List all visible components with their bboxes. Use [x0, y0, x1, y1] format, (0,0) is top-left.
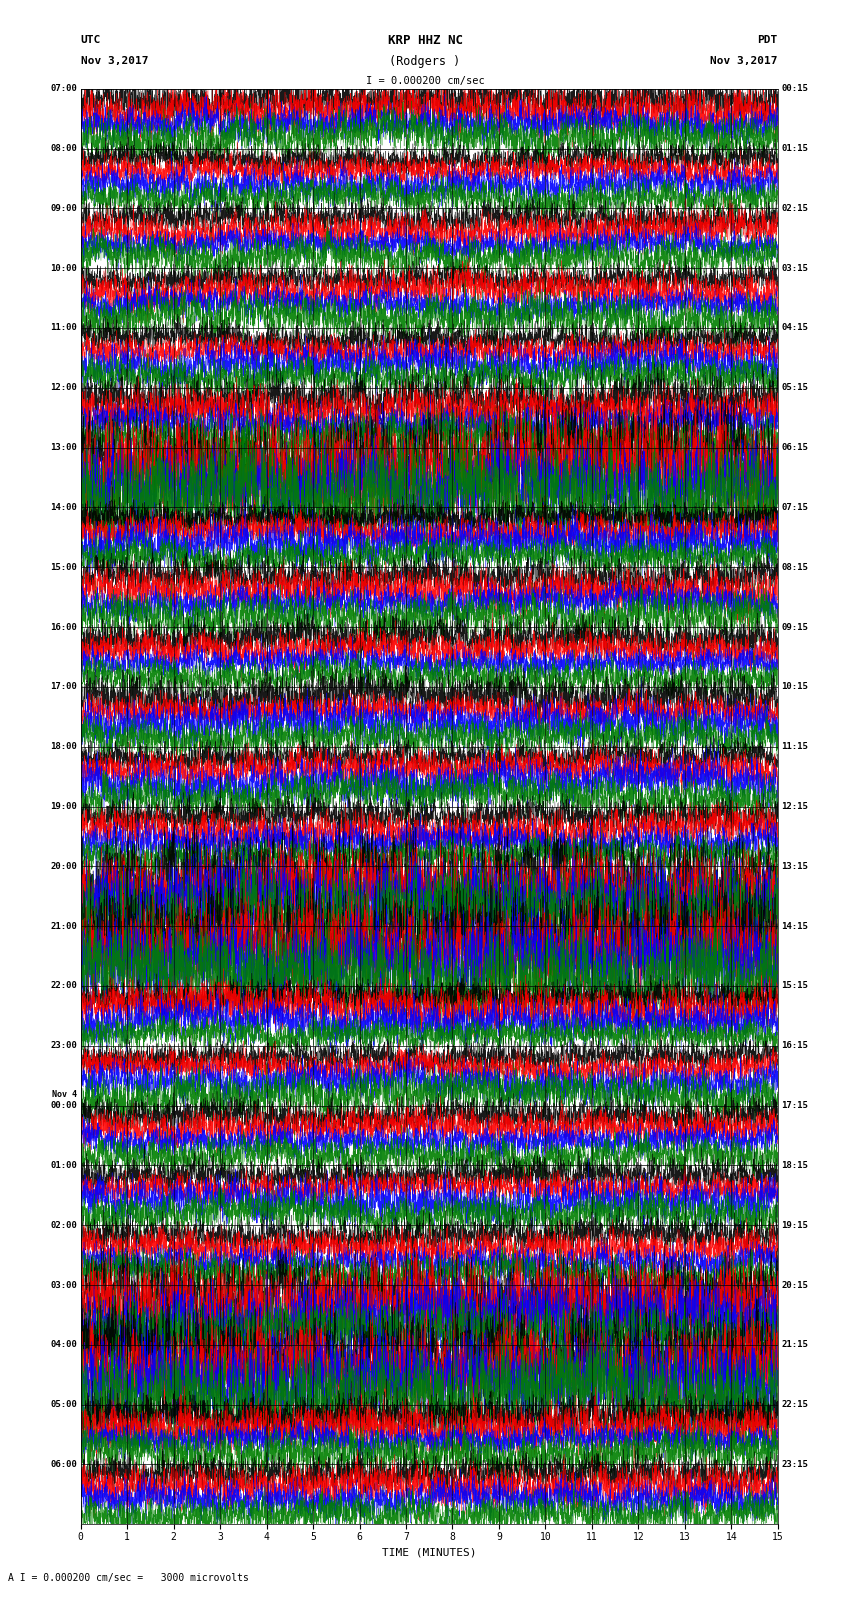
Text: PDT: PDT — [757, 35, 778, 45]
Text: 22:15: 22:15 — [781, 1400, 808, 1410]
Text: 09:00: 09:00 — [50, 203, 77, 213]
Text: 19:15: 19:15 — [781, 1221, 808, 1229]
Text: 08:00: 08:00 — [50, 144, 77, 153]
Text: 01:00: 01:00 — [50, 1161, 77, 1169]
Text: 11:00: 11:00 — [50, 324, 77, 332]
Text: 05:00: 05:00 — [50, 1400, 77, 1410]
Text: 16:00: 16:00 — [50, 623, 77, 632]
Text: 16:15: 16:15 — [781, 1042, 808, 1050]
Text: 13:00: 13:00 — [50, 444, 77, 452]
Text: 03:00: 03:00 — [50, 1281, 77, 1289]
Text: UTC: UTC — [81, 35, 101, 45]
Text: 12:15: 12:15 — [781, 802, 808, 811]
Text: 04:15: 04:15 — [781, 324, 808, 332]
Text: 15:15: 15:15 — [781, 981, 808, 990]
Text: 01:15: 01:15 — [781, 144, 808, 153]
Text: 15:00: 15:00 — [50, 563, 77, 571]
Text: 18:15: 18:15 — [781, 1161, 808, 1169]
Text: 04:00: 04:00 — [50, 1340, 77, 1350]
Text: 00:00: 00:00 — [50, 1102, 77, 1110]
Text: 20:15: 20:15 — [781, 1281, 808, 1289]
Text: I = 0.000200 cm/sec: I = 0.000200 cm/sec — [366, 76, 484, 85]
Text: Nov 3,2017: Nov 3,2017 — [711, 56, 778, 66]
Text: (Rodgers ): (Rodgers ) — [389, 55, 461, 68]
Text: 14:15: 14:15 — [781, 921, 808, 931]
Text: 03:15: 03:15 — [781, 263, 808, 273]
Text: 17:00: 17:00 — [50, 682, 77, 692]
Text: KRP HHZ NC: KRP HHZ NC — [388, 34, 462, 47]
Text: 21:00: 21:00 — [50, 921, 77, 931]
Text: 00:15: 00:15 — [781, 84, 808, 94]
Text: 08:15: 08:15 — [781, 563, 808, 571]
Text: Nov 4: Nov 4 — [53, 1090, 77, 1098]
Text: 21:15: 21:15 — [781, 1340, 808, 1350]
Text: 05:15: 05:15 — [781, 384, 808, 392]
Text: 07:15: 07:15 — [781, 503, 808, 511]
Text: 11:15: 11:15 — [781, 742, 808, 752]
Text: 19:00: 19:00 — [50, 802, 77, 811]
X-axis label: TIME (MINUTES): TIME (MINUTES) — [382, 1547, 477, 1558]
Text: 07:00: 07:00 — [50, 84, 77, 94]
Text: 09:15: 09:15 — [781, 623, 808, 632]
Text: 06:00: 06:00 — [50, 1460, 77, 1469]
Text: 12:00: 12:00 — [50, 384, 77, 392]
Text: 06:15: 06:15 — [781, 444, 808, 452]
Text: 02:15: 02:15 — [781, 203, 808, 213]
Text: 14:00: 14:00 — [50, 503, 77, 511]
Text: 10:00: 10:00 — [50, 263, 77, 273]
Text: 10:15: 10:15 — [781, 682, 808, 692]
Text: 02:00: 02:00 — [50, 1221, 77, 1229]
Text: 18:00: 18:00 — [50, 742, 77, 752]
Text: 23:00: 23:00 — [50, 1042, 77, 1050]
Text: Nov 3,2017: Nov 3,2017 — [81, 56, 148, 66]
Text: 17:15: 17:15 — [781, 1102, 808, 1110]
Text: 23:15: 23:15 — [781, 1460, 808, 1469]
Text: 22:00: 22:00 — [50, 981, 77, 990]
Text: 20:00: 20:00 — [50, 861, 77, 871]
Text: 13:15: 13:15 — [781, 861, 808, 871]
Text: A I = 0.000200 cm/sec =   3000 microvolts: A I = 0.000200 cm/sec = 3000 microvolts — [8, 1573, 249, 1582]
